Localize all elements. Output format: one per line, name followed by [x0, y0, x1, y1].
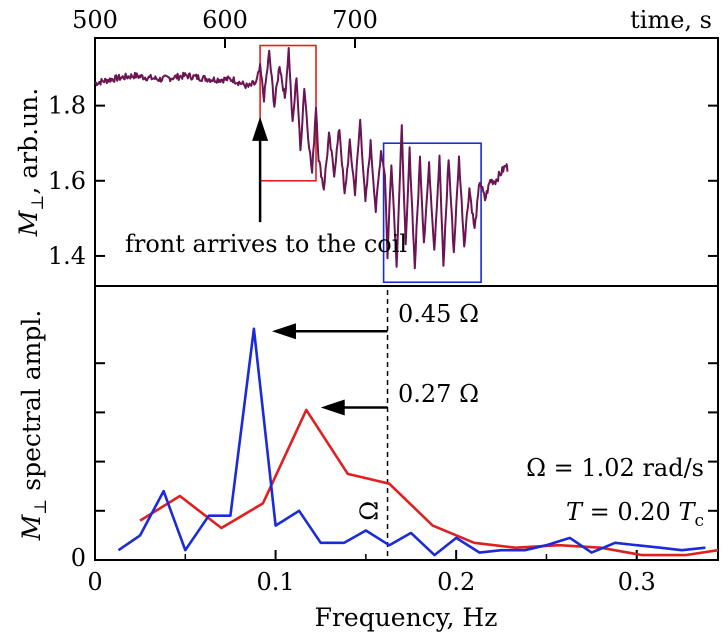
spectrum-y-label-symbol: M: [17, 513, 46, 541]
y-label-symbol: M: [14, 209, 43, 237]
ratio-arrow-head: [320, 399, 345, 416]
frequency-axis-label: Frequency, Hz: [315, 603, 498, 632]
bottom-x-tick-label: 0: [87, 568, 102, 596]
top-y-tick-label: 1.4: [48, 242, 86, 270]
bottom-y-tick-label: 0: [71, 544, 86, 572]
temperature-text: T = 0.20 Tc: [566, 498, 704, 531]
bottom-axis-ticks: 0 0.1 0.2 0.3 0: [71, 362, 718, 596]
red-spectrum-line: [139, 408, 719, 557]
omega-value-text: Ω = 1.02 rad/s: [526, 454, 704, 482]
ratio-arrows: [271, 323, 388, 416]
highlight-box: [382, 142, 482, 284]
top-x-tick-label: 700: [332, 6, 378, 34]
top-axis-ticks: 500 600 700 1.4 1.6 1.8: [48, 6, 718, 270]
arrow-label-027: 0.27 Ω: [398, 380, 479, 408]
y-label-units: , arb.un.: [14, 88, 43, 195]
y-label-subscript: ⊥: [28, 195, 48, 211]
bottom-plot-frame: [94, 285, 719, 561]
top-y-tick-label: 1.8: [48, 92, 86, 120]
front-arrow-head: [252, 116, 269, 141]
arrow-label-045: 0.45 Ω: [398, 300, 479, 328]
spectrum-panel: 0 0.1 0.2 0.3 0 Ω 0.45 Ω 0.27 Ω Ω = 1.02 rad…: [17, 285, 719, 632]
magnetization-trace: [94, 47, 509, 270]
front-arrow: [252, 116, 269, 223]
time-series-panel: 500 600 700 1.4 1.6 1.8 front arrives to the …: [14, 6, 719, 287]
spectrum-y-label-units: spectral ampl.: [17, 310, 46, 499]
bottom-x-tick-label: 0.2: [437, 568, 475, 596]
top-x-tick-label: 500: [72, 6, 118, 34]
ratio-arrow-head: [271, 323, 296, 340]
top-y-axis-label: M⊥, arb.un.: [14, 88, 48, 237]
spectrum-y-label-subscript: ⊥: [31, 499, 51, 515]
omega-line-label: Ω: [356, 501, 384, 521]
front-arrival-annotation: front arrives to the coil: [125, 230, 407, 258]
blue-spectrum-line: [117, 327, 706, 557]
top-y-tick-label: 1.6: [48, 167, 86, 195]
top-x-tick-label: 600: [202, 6, 248, 34]
time-axis-label: time, s: [630, 6, 712, 34]
bottom-x-tick-label: 0.3: [618, 568, 656, 596]
bottom-x-tick-label: 0.1: [256, 568, 294, 596]
bottom-y-axis-label: M⊥ spectral ampl.: [17, 310, 51, 542]
